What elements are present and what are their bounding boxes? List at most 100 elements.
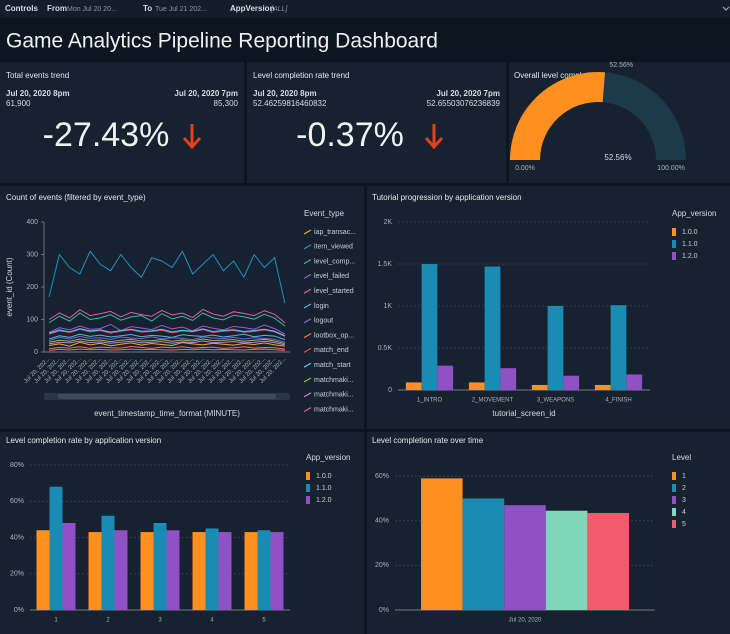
kpi-left-date: Jul 20, 2020 8pm — [253, 89, 317, 98]
legend-swatch — [303, 318, 312, 324]
kpi-left-value: 52.46259816460832 — [253, 99, 327, 108]
kpi-change: -0.37% — [296, 116, 404, 154]
kpi-title: Level completion rate trend — [253, 71, 350, 80]
x-tick-label: 2 — [106, 618, 110, 624]
legend-swatch — [303, 288, 312, 294]
down-arrow — [424, 124, 444, 150]
series-line — [48, 250, 286, 304]
bar — [166, 530, 180, 610]
y-tick-label: 0.5K — [378, 345, 393, 352]
from-value[interactable]: Mon Jul 20 20... — [67, 6, 117, 13]
chart-title: Level completion rate over time — [372, 436, 484, 445]
legend-label: 2 — [682, 485, 686, 492]
y-tick-label: 60% — [10, 498, 24, 505]
legend-swatch — [303, 362, 312, 368]
bar — [504, 505, 546, 610]
legend-label: lootbox_op... — [314, 332, 354, 339]
y-tick-label: 80% — [10, 462, 24, 469]
app-version-value[interactable]: [ALL] — [270, 6, 288, 13]
chart-panel — [0, 186, 364, 429]
bar — [270, 532, 284, 610]
kpi-change: -27.43% — [43, 116, 170, 154]
x-tick-label: 1_INTRO — [417, 398, 443, 404]
bar — [587, 512, 629, 610]
bar — [626, 374, 643, 390]
legend-swatch — [303, 273, 312, 279]
bar — [140, 532, 154, 610]
y-tick-label: 0 — [34, 349, 38, 356]
x-tick-label: Jul 20, 2020 — [509, 618, 542, 624]
series-line — [48, 308, 286, 324]
legend-swatch — [672, 520, 676, 528]
series-line — [49, 340, 285, 346]
series-line — [48, 328, 286, 337]
kpi-title: Total events trend — [6, 71, 69, 80]
legend-label: 4 — [682, 509, 686, 516]
legend-label: matchmaki... — [314, 392, 354, 399]
x-tick-label: 4 — [210, 618, 214, 624]
chart-title: Tutorial progression by application vers… — [372, 193, 522, 202]
y-tick-label: 1K — [383, 303, 392, 310]
legend-swatch — [303, 259, 312, 265]
y-tick-label: 100 — [26, 316, 38, 323]
bar — [257, 530, 271, 610]
y-axis-label: event_id (Count) — [5, 257, 14, 316]
legend-title: App_version — [306, 453, 350, 462]
bar — [49, 486, 63, 610]
controls-label[interactable]: Controls — [5, 4, 38, 13]
bar — [468, 382, 485, 390]
legend-swatch — [303, 229, 312, 235]
expand-icon[interactable] — [722, 6, 730, 11]
controls-bar[interactable] — [0, 0, 730, 18]
chart-title: Overall level completion rate — [514, 71, 615, 80]
legend-swatch — [672, 484, 676, 492]
legend-label: 3 — [682, 497, 686, 504]
y-tick-label: 1.5K — [378, 261, 393, 268]
series-line — [48, 333, 286, 341]
bar — [192, 532, 206, 610]
gauge-value — [510, 71, 606, 160]
chart-title: Level completion rate by application ver… — [6, 436, 161, 445]
bar — [531, 384, 548, 390]
legend-title: App_version — [672, 209, 716, 218]
kpi-right-value: 85,300 — [214, 99, 239, 108]
bar — [610, 305, 627, 390]
kpi-right-date: Jul 20, 2020 7pm — [436, 89, 500, 98]
legend-swatch — [672, 252, 676, 260]
legend-swatch — [303, 244, 312, 250]
legend-swatch — [303, 407, 312, 413]
bar — [114, 530, 128, 610]
legend-label: 1.1.0 — [682, 241, 698, 248]
series-line — [49, 338, 285, 345]
scrollbar-thumb[interactable] — [58, 394, 276, 399]
to-value[interactable]: Tue Jul 21 202... — [155, 6, 207, 13]
legend-swatch — [672, 240, 676, 248]
bar — [547, 306, 564, 390]
kpi-panel — [247, 62, 506, 183]
bar — [88, 532, 102, 610]
series-line — [48, 323, 286, 335]
legend-swatch — [672, 508, 676, 516]
y-tick-label: 0% — [14, 607, 24, 614]
legend-label: match_start — [314, 362, 351, 369]
series-line — [49, 341, 285, 347]
legend-label: 1.0.0 — [316, 473, 332, 480]
legend-label: login — [314, 303, 329, 310]
legend-label: item_viewed — [314, 244, 353, 251]
kpi-left-value: 61,900 — [6, 99, 31, 108]
legend-swatch — [303, 392, 312, 398]
bar — [244, 532, 258, 610]
legend-label: level_failed — [314, 273, 349, 280]
series-line — [48, 328, 286, 337]
legend-label: 1.1.0 — [316, 485, 332, 492]
series-line — [48, 335, 286, 343]
from-label: From — [47, 4, 67, 13]
chart-title: Count of events (filtered by event_type) — [6, 193, 146, 202]
legend-label: matchmaki... — [314, 406, 354, 413]
bar — [484, 266, 501, 390]
kpi-panel — [0, 62, 244, 183]
legend-label: level_comp... — [314, 258, 355, 265]
legend-label: 5 — [682, 521, 686, 528]
x-tick-label: 1 — [54, 618, 58, 624]
